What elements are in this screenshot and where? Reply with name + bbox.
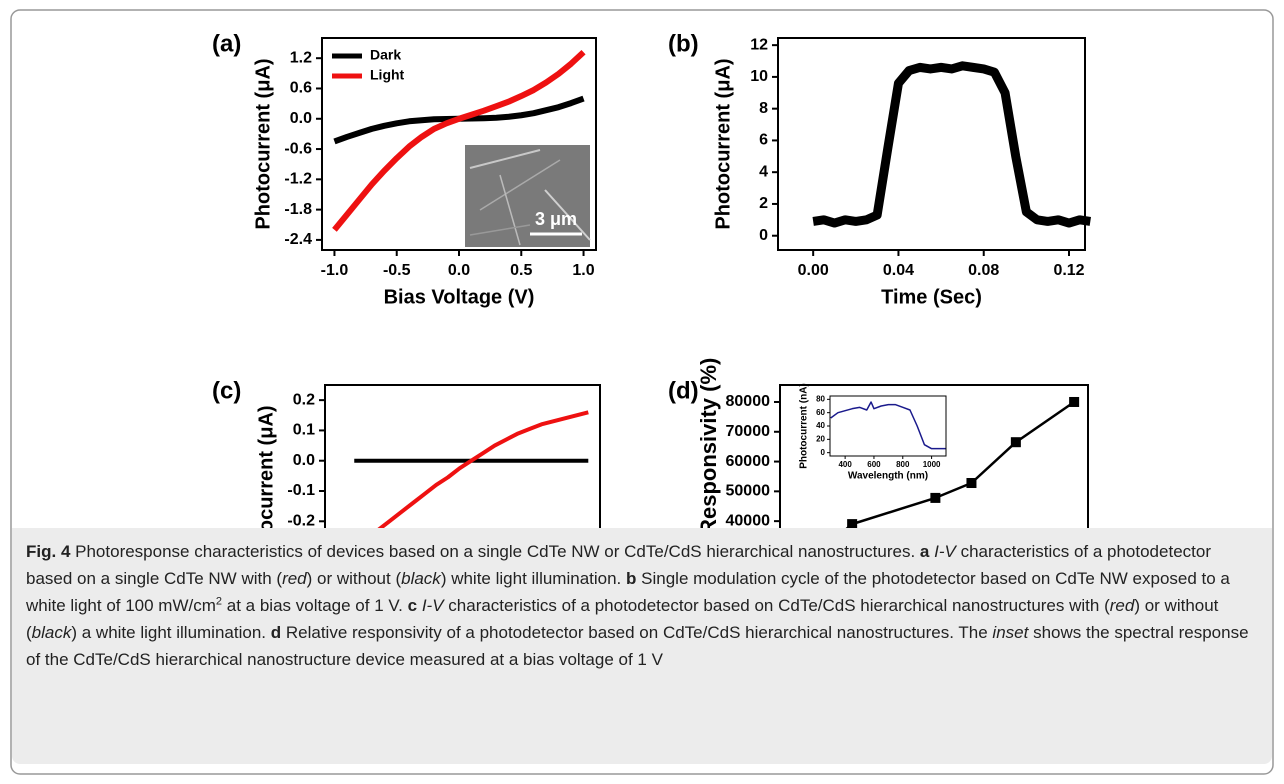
y-tick-label: 6 [759, 132, 768, 149]
y-tick-label: -1.2 [284, 171, 312, 188]
y-tick-label: 80 [816, 394, 825, 403]
legend-label: Light [370, 67, 405, 83]
caption: Fig. 4 Photoresponse characteristics of … [12, 528, 1272, 764]
x-tick-label: 0.00 [798, 262, 829, 279]
panel-label: (b) [668, 30, 699, 57]
y-tick-label: -1.8 [284, 201, 312, 218]
legend-label: Dark [370, 47, 401, 63]
y-tick-label: 60000 [726, 453, 771, 470]
y-axis-label: Photocurrent (μA) [712, 58, 734, 229]
y-tick-label: 0 [821, 448, 826, 457]
y-tick-label: 0.0 [290, 110, 312, 127]
caption-italic: red [1109, 596, 1135, 615]
caption-text: at a bias voltage of 1 V. [226, 596, 403, 615]
x-tick-label: 1000 [923, 460, 941, 469]
y-tick-label: -0.6 [284, 140, 312, 157]
data-line [830, 401, 946, 450]
x-axis-label: Time (Sec) [881, 286, 982, 308]
caption-italic: I-V [934, 542, 956, 561]
x-axis-label: Bias Voltage (V) [384, 286, 535, 308]
x-tick-label: 0.5 [510, 262, 532, 279]
caption-italic: red [282, 569, 307, 588]
data-marker [1010, 437, 1021, 448]
y-tick-label: 0.1 [293, 422, 315, 439]
caption-text: shows the spectral response of the CdTe/… [26, 623, 1249, 669]
y-tick-label: 40000 [726, 512, 771, 529]
y-tick-label: -0.1 [287, 482, 315, 499]
x-tick-label: 400 [838, 460, 852, 469]
caption-italic: I-V [421, 596, 444, 615]
figure-border [10, 9, 1274, 775]
caption-text: ) white light illumination. [440, 569, 622, 588]
y-axis-label: Photocurrent (nA) [799, 383, 810, 469]
y-tick-label: 40 [816, 421, 825, 430]
panel-label: (d) [668, 377, 699, 404]
y-tick-label: 70000 [726, 423, 771, 440]
y-tick-label: 0.2 [293, 391, 315, 408]
caption-sup: 2 [215, 595, 223, 608]
x-tick-label: 600 [867, 460, 881, 469]
caption-text: Photoresponse characteristics of devices… [75, 542, 916, 561]
panel-label: (a) [212, 30, 241, 57]
caption-italic: black [31, 623, 72, 642]
x-tick-label: 0.04 [883, 262, 914, 279]
caption-italic: black [401, 569, 441, 588]
caption-italic: inset [992, 623, 1029, 642]
caption-text: Relative responsivity of a photodetector… [285, 623, 988, 642]
y-tick-label: -2.4 [284, 231, 312, 248]
x-tick-label: -0.5 [383, 262, 411, 279]
caption-text: Single modulation cycle of the photodete… [26, 569, 1230, 615]
y-tick-label: 1.2 [290, 49, 312, 66]
x-tick-label: 800 [896, 460, 910, 469]
caption-letter: c [407, 596, 418, 615]
caption-letter: b [626, 569, 637, 588]
y-tick-label: 2 [759, 195, 768, 212]
data-line [812, 61, 1091, 228]
x-tick-label: 0.08 [968, 262, 999, 279]
y-tick-label: 0.6 [290, 80, 312, 97]
caption-label: Fig. 4 [26, 542, 71, 561]
y-tick-label: 10 [750, 68, 768, 85]
y-tick-label: -0.2 [287, 513, 315, 530]
y-tick-label: 0 [759, 227, 768, 244]
panel-label: (c) [212, 377, 241, 404]
sem-image [465, 145, 591, 247]
plot-frame [321, 37, 597, 251]
data-marker [847, 519, 858, 530]
caption-text: ) a white light illumination. [71, 623, 267, 642]
data-marker [1069, 396, 1080, 407]
caption-letter: d [270, 623, 282, 642]
x-axis-label: Wavelength (nm) [848, 471, 928, 482]
x-tick-label: -1.0 [321, 262, 349, 279]
scale-bar-label: 3 μm [535, 209, 577, 229]
y-tick-label: 50000 [726, 483, 771, 500]
data-line [332, 49, 586, 232]
caption-text: characteristics of a photodetector based… [448, 596, 1110, 615]
y-axis-label: Photocurrent (μA) [252, 58, 274, 229]
data-line [352, 410, 589, 553]
plot-frame [829, 395, 947, 457]
y-tick-label: 60 [816, 408, 825, 417]
plot-frame [777, 37, 1086, 251]
y-tick-label: 0.0 [293, 452, 315, 469]
y-tick-label: 12 [750, 36, 768, 53]
y-tick-label: 80000 [726, 393, 771, 410]
caption-text: ) or without ( [26, 596, 1219, 642]
x-tick-label: 0.12 [1053, 262, 1084, 279]
data-marker [966, 478, 977, 489]
x-tick-label: 0.0 [448, 262, 470, 279]
caption-text: ) or without ( [306, 569, 402, 588]
y-tick-label: 20 [816, 434, 825, 443]
x-tick-label: 1.0 [572, 262, 594, 279]
caption-letter: a [919, 542, 930, 561]
y-tick-label: 8 [759, 100, 768, 117]
y-tick-label: 4 [759, 163, 768, 180]
data-marker [930, 492, 941, 503]
caption-text: characteristics of a photodetector based… [26, 542, 1211, 588]
